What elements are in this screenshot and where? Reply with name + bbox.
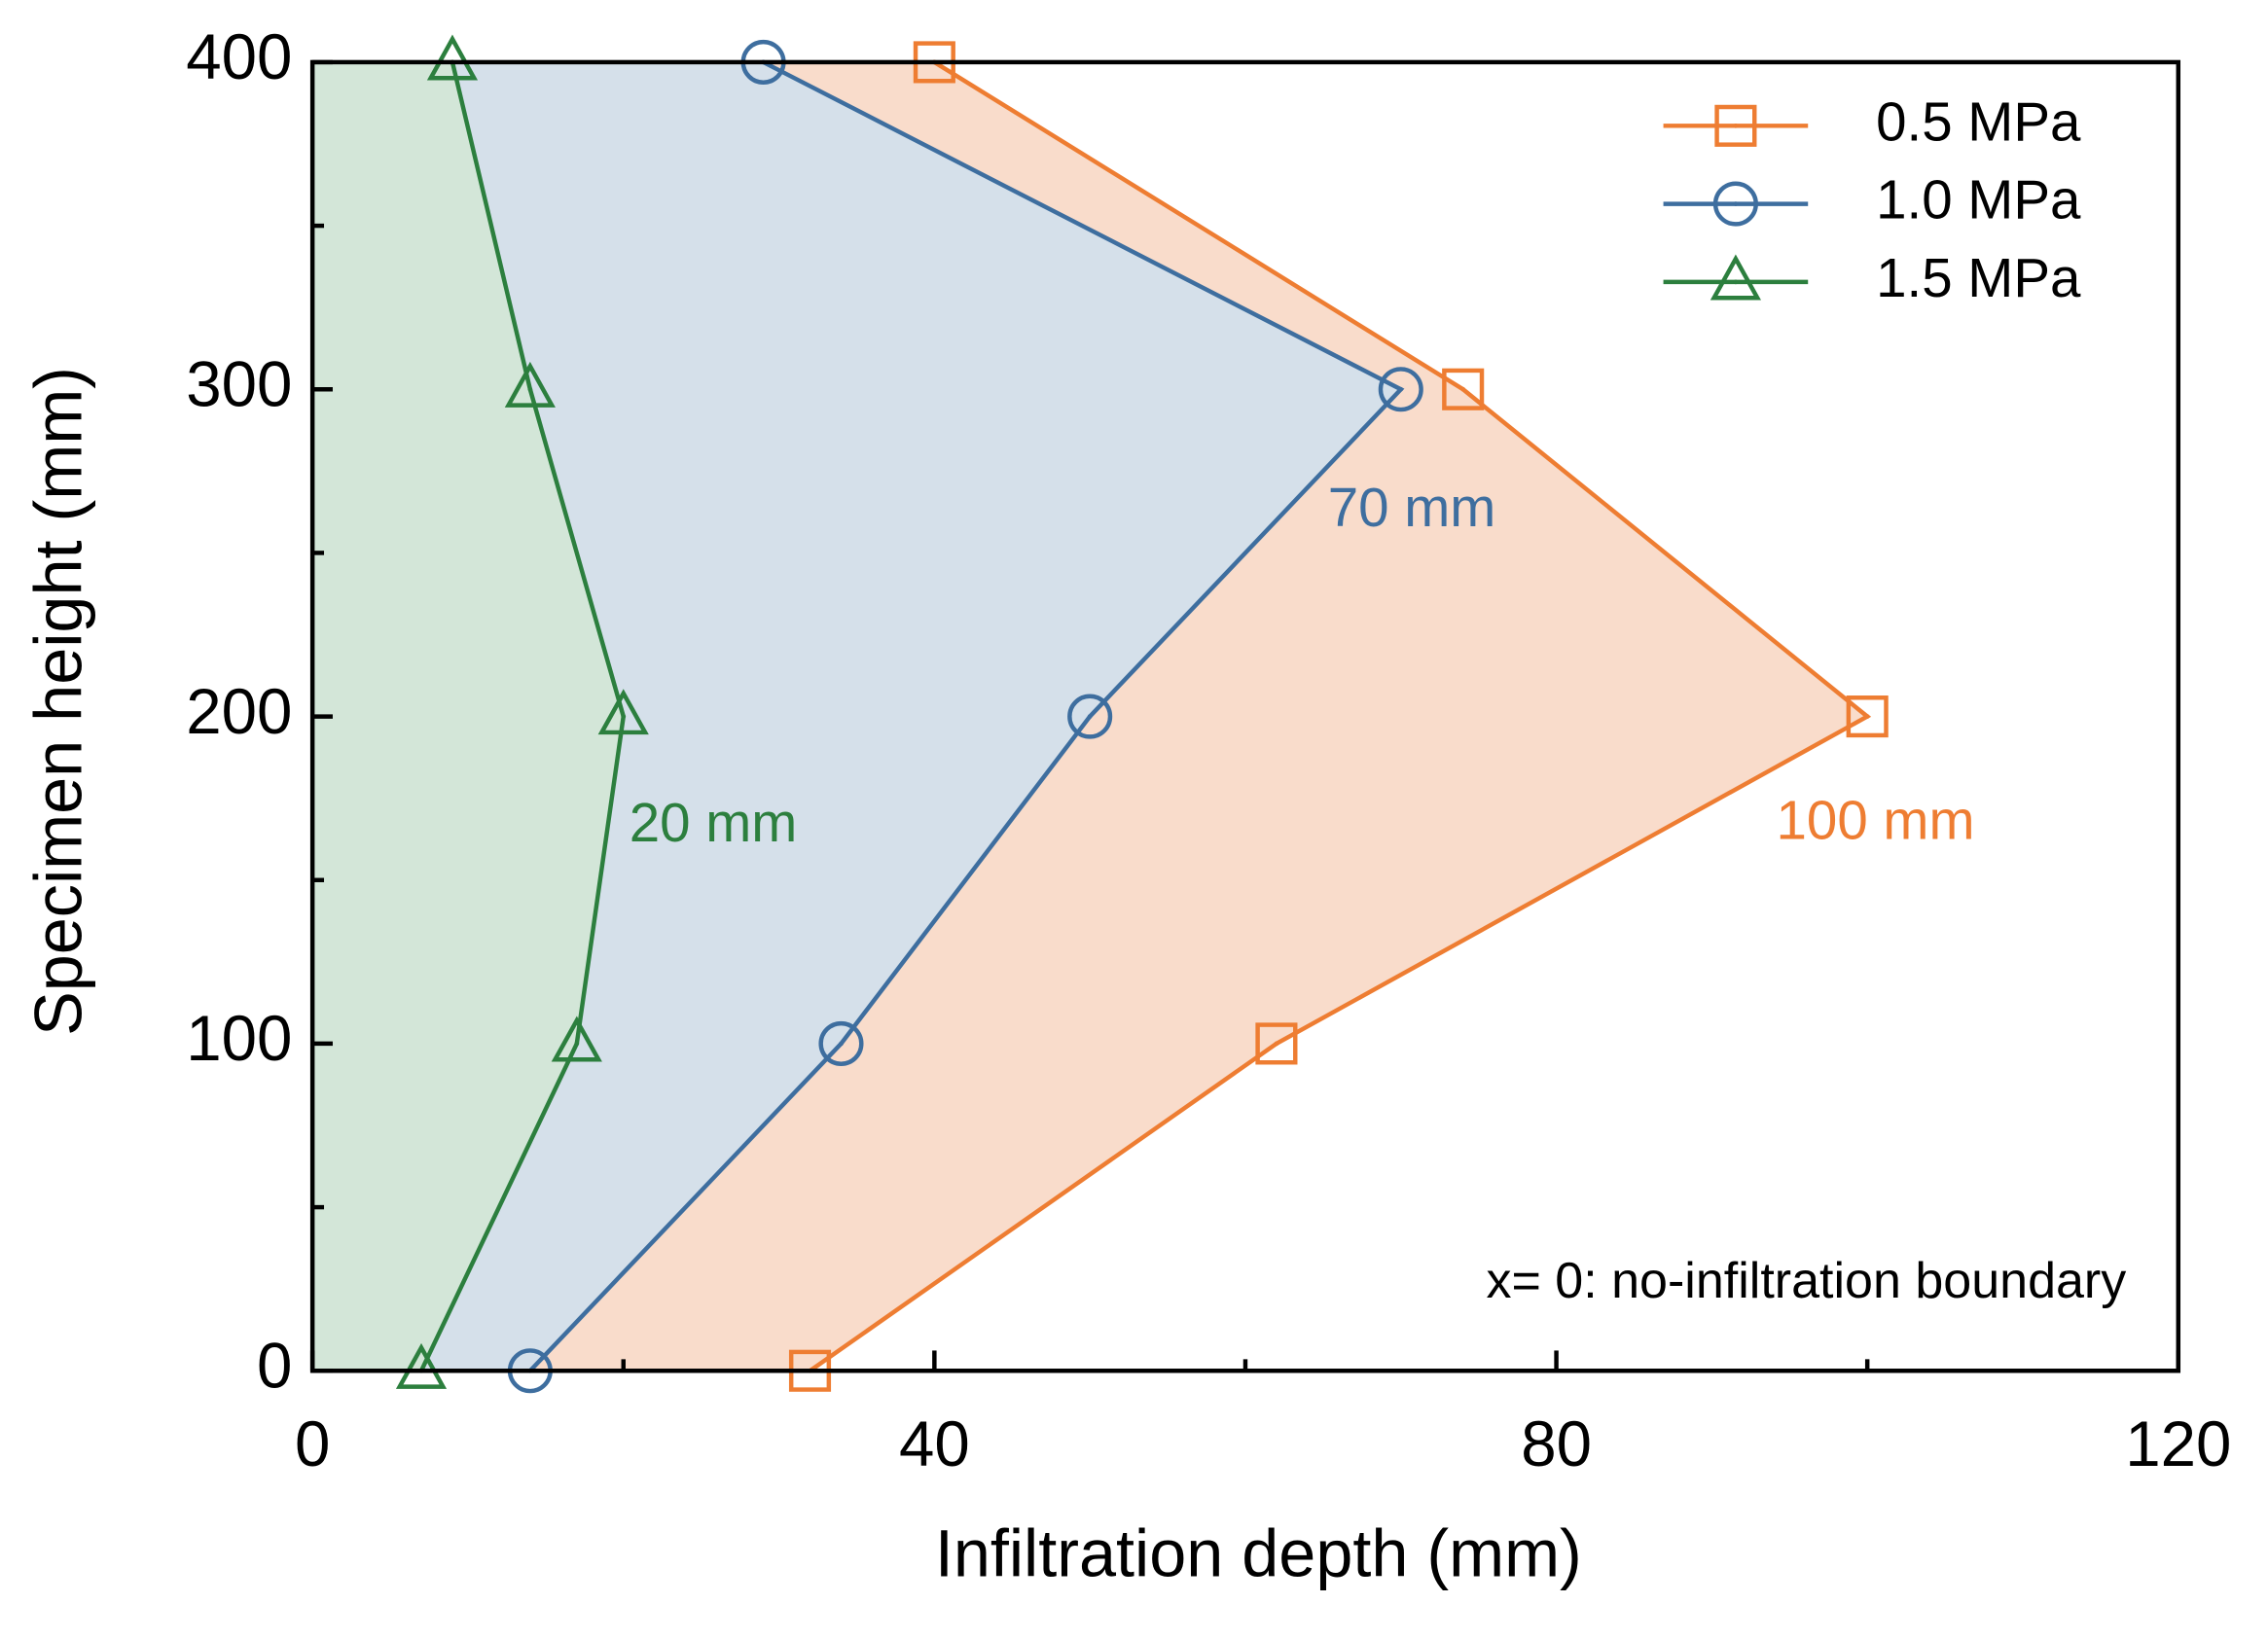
marker-dot <box>1733 123 1739 128</box>
marker-dot <box>1864 714 1870 719</box>
marker <box>818 1020 864 1066</box>
marker-dot <box>621 714 627 719</box>
legend-label: 1.5 MPa <box>1876 247 2081 308</box>
data-point <box>1846 695 1889 738</box>
marker-dot <box>1733 201 1739 206</box>
marker <box>1255 1022 1298 1065</box>
marker-shape <box>1710 254 1761 301</box>
marker-dot <box>1274 1041 1279 1047</box>
x-tick-label: 40 <box>899 1408 970 1479</box>
marker <box>597 689 649 735</box>
marker-dot <box>1733 279 1739 285</box>
marker-dot <box>574 1041 580 1047</box>
marker-dot <box>1398 386 1404 392</box>
marker-dot <box>527 386 533 392</box>
marker-shape <box>395 1342 448 1389</box>
annotation: 100 mm <box>1777 789 1975 850</box>
marker <box>1712 181 1758 227</box>
data-point <box>504 361 556 408</box>
x-tick-label: 120 <box>2125 1408 2231 1479</box>
marker-shape <box>504 361 556 408</box>
area <box>312 61 1401 1372</box>
marker-dot <box>839 1041 844 1047</box>
marker-shape <box>1067 694 1113 739</box>
marker <box>1067 694 1113 739</box>
marker-shape <box>1378 367 1423 412</box>
marker <box>1442 368 1485 410</box>
marker-shape <box>1714 104 1757 147</box>
x-tick-label: 0 <box>295 1408 330 1479</box>
annotation: x= 0: no-infiltration boundary <box>1486 1253 2126 1309</box>
y-tick-label: 200 <box>186 676 292 747</box>
annotation: 70 mm <box>1328 477 1496 538</box>
marker <box>551 1015 602 1062</box>
marker-shape <box>597 689 649 735</box>
x-tick-label: 80 <box>1521 1408 1592 1479</box>
marker-shape <box>1712 181 1758 227</box>
y-tick-label: 0 <box>257 1331 292 1402</box>
marker <box>1846 695 1889 738</box>
y-tick-label: 300 <box>186 349 292 420</box>
data-point <box>1255 1022 1298 1065</box>
data-point <box>1378 367 1423 412</box>
marker-shape <box>551 1015 602 1062</box>
marker-shape <box>1255 1022 1298 1065</box>
x-axis-label: Infiltration depth (mm) <box>935 1517 1582 1591</box>
y-axis-label: Specimen height (mm) <box>22 367 96 1036</box>
data-point <box>551 1015 602 1062</box>
marker <box>504 361 556 408</box>
legend-label: 1.0 MPa <box>1876 169 2081 231</box>
marker <box>1710 254 1761 301</box>
data-point <box>1067 694 1113 739</box>
y-tick-label: 100 <box>186 1003 292 1074</box>
marker-shape <box>1442 368 1485 410</box>
y-tick-label: 400 <box>186 21 292 92</box>
marker-shape <box>426 34 479 81</box>
marker <box>1378 367 1423 412</box>
legend-label: 0.5 MPa <box>1876 90 2081 152</box>
data-point <box>597 689 649 735</box>
area <box>312 61 624 1372</box>
data-point <box>818 1020 864 1066</box>
marker-dot <box>1460 386 1466 392</box>
annotation: 20 mm <box>630 792 798 853</box>
data-point <box>1442 368 1485 410</box>
marker-dot <box>1087 714 1093 719</box>
marker-shape <box>818 1020 864 1066</box>
marker <box>1714 104 1757 147</box>
marker-shape <box>1846 695 1889 738</box>
